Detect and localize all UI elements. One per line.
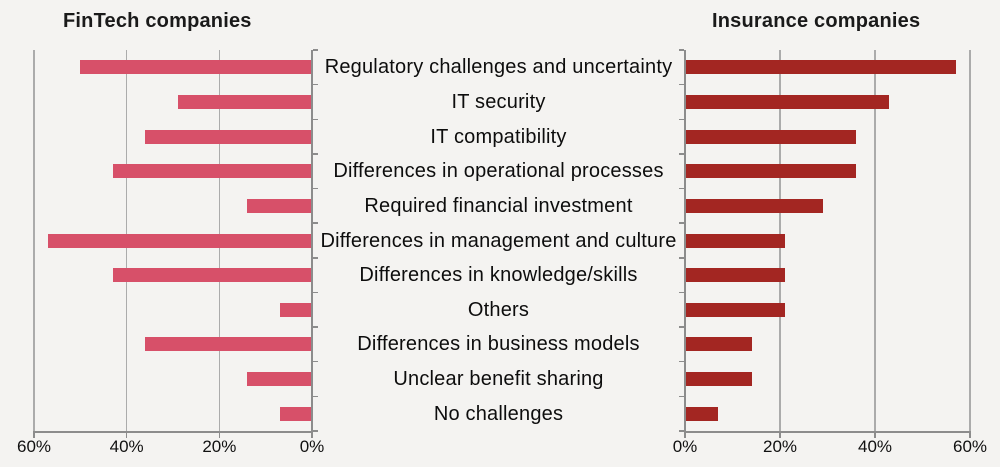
insurance-bar-3 — [685, 164, 856, 179]
left-chart-title: FinTech companies — [63, 10, 252, 32]
fintech-row-tick — [313, 187, 318, 190]
insurance-row-tick — [679, 430, 684, 432]
insurance-row-tick — [679, 222, 684, 224]
insurance-plot-area: 0% 20% 40% 60% — [673, 49, 987, 456]
insurance-bottom-tick — [684, 433, 686, 438]
fintech-bottom-tick — [33, 433, 35, 438]
fintech-row-tick — [313, 395, 318, 398]
fintech-axis-tick-label: 0% — [299, 437, 325, 456]
fintech-bar-7 — [279, 302, 312, 317]
insurance-bar-8 — [685, 337, 752, 352]
fintech-value-axis — [311, 50, 313, 431]
insurance-row-tick — [679, 291, 684, 294]
insurance-row-tick — [679, 326, 684, 328]
category-label-5: Differences in management and culture — [320, 229, 677, 252]
insurance-row-tick — [679, 118, 684, 121]
fintech-axis-tick-label: 20% — [202, 437, 237, 456]
fintech-bar-5 — [47, 233, 312, 248]
fintech-bar-10 — [279, 406, 312, 421]
fintech-row-tick — [313, 222, 318, 224]
insurance-bar-1 — [685, 94, 890, 109]
fintech-axis-tick-label: 40% — [109, 437, 144, 456]
category-label-6: Differences in knowledge/skills — [359, 264, 638, 287]
fintech-row-tick — [313, 291, 318, 294]
fintech-row-tick — [313, 430, 318, 432]
insurance-bottom-tick — [969, 433, 971, 438]
insurance-bottom-axis — [684, 431, 971, 433]
category-label-4: Required financial investment — [364, 194, 633, 217]
category-label-3: Differences in operational processes — [333, 160, 664, 183]
insurance-axis-tick-label: 60% — [952, 437, 988, 456]
insurance-row-tick — [679, 187, 684, 190]
right-chart-title: Insurance companies — [712, 10, 921, 32]
fintech-bar-9 — [247, 372, 312, 387]
insurance-bar-10 — [685, 406, 719, 421]
fintech-bar-0 — [80, 60, 312, 75]
fintech-bar-2 — [145, 129, 312, 144]
insurance-row-tick — [679, 153, 684, 155]
fintech-row-tick — [313, 49, 318, 51]
insurance-value-axis — [684, 50, 686, 431]
fintech-row-tick — [313, 153, 318, 155]
fintech-bar-1 — [177, 94, 312, 109]
fintech-bar-4 — [247, 198, 312, 213]
insurance-bottom-tick — [874, 433, 876, 438]
category-labels-strip: Regulatory challenges and uncertainty IT … — [312, 50, 685, 431]
fintech-bar-3 — [112, 164, 312, 179]
insurance-axis-tick-label: 0% — [672, 437, 698, 456]
insurance-axis-tick-label: 20% — [762, 437, 798, 456]
fintech-bar-8 — [145, 337, 312, 352]
insurance-axis-tick-label: 40% — [857, 437, 893, 456]
gridline-60pct — [33, 50, 35, 431]
gridline-60pct — [969, 50, 971, 431]
fintech-row-tick — [313, 83, 318, 86]
fintech-bottom-tick — [218, 433, 221, 438]
insurance-bar-4 — [685, 198, 823, 213]
fintech-axis-tick-label: 60% — [16, 437, 52, 456]
insurance-bottom-tick — [779, 433, 781, 438]
insurance-row-tick — [679, 395, 684, 398]
category-label-9: Unclear benefit sharing — [393, 368, 604, 391]
fintech-bar-6 — [112, 268, 312, 283]
insurance-row-tick — [679, 83, 684, 86]
insurance-row-tick — [679, 360, 684, 363]
insurance-bar-5 — [685, 233, 785, 248]
fintech-bottom-axis — [33, 431, 313, 433]
insurance-row-tick — [679, 257, 684, 259]
category-label-7: Others — [467, 298, 530, 321]
category-label-0: Regulatory challenges and uncertainty — [324, 56, 673, 79]
category-label-8: Differences in business models — [357, 333, 640, 356]
gridline-40pct — [874, 50, 876, 431]
fintech-row-tick — [313, 257, 318, 259]
fintech-row-tick — [313, 118, 318, 121]
category-label-2: IT compatibility — [430, 125, 567, 148]
category-label-1: IT security — [451, 90, 546, 113]
insurance-row-tick — [679, 49, 684, 51]
insurance-bar-2 — [685, 129, 856, 144]
insurance-bar-9 — [685, 372, 752, 387]
fintech-bottom-tick — [125, 433, 128, 438]
fintech-row-tick — [313, 326, 318, 328]
fintech-bottom-tick — [311, 433, 313, 438]
fintech-plot-area: 60% 40% 20% 0% — [17, 49, 324, 456]
category-label-10: No challenges — [433, 402, 564, 425]
insurance-bar-7 — [685, 302, 785, 317]
insurance-bar-6 — [685, 268, 785, 283]
insurance-bar-0 — [685, 60, 956, 75]
fintech-row-tick — [313, 360, 318, 363]
